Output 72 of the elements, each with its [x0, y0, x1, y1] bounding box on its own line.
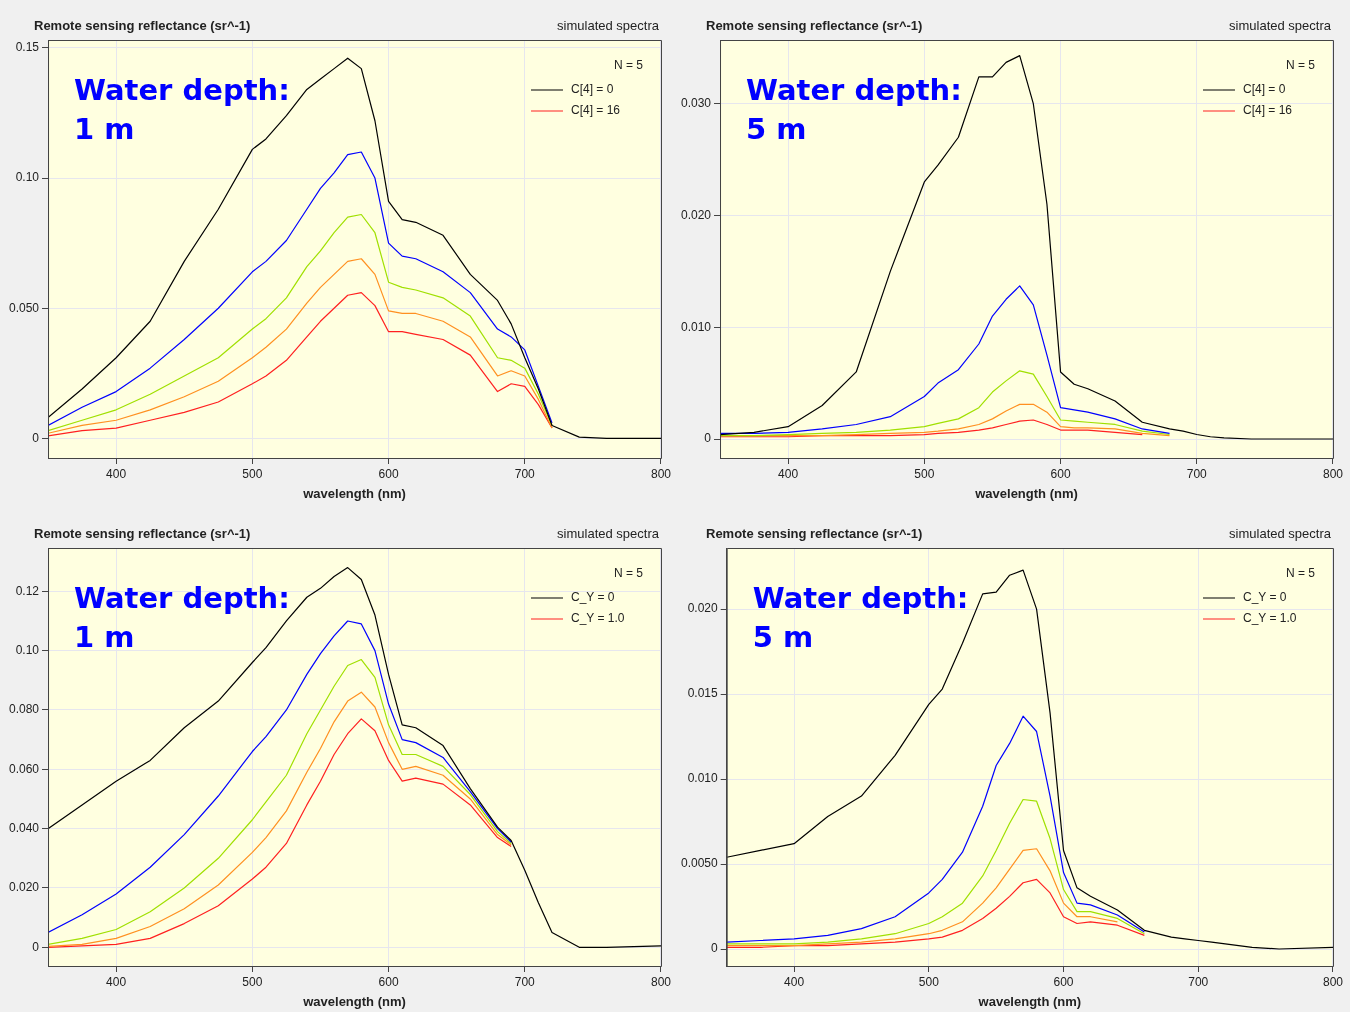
x-tick-label: 400: [106, 974, 127, 989]
x-tick-label: 800: [1322, 466, 1344, 481]
x-tick-label: 600: [1053, 974, 1074, 989]
x-tick-label: 600: [378, 974, 399, 989]
x-tick-label: 700: [1186, 466, 1208, 481]
x-tick-label: 600: [378, 466, 399, 481]
x-axis-title: wavelength (nm): [977, 993, 1082, 1009]
chart-subtitle: simulated spectra: [557, 525, 660, 541]
y-tick-label: 0.10: [15, 642, 40, 657]
y-tick-label: 0.060: [9, 761, 40, 776]
legend-label: C[4] = 0: [570, 82, 614, 97]
y-tick-label: 0.030: [681, 96, 712, 111]
legend-label: C_Y = 0: [570, 590, 615, 605]
chart-title: Remote sensing reflectance (sr^-1): [706, 17, 923, 33]
y-tick-label: 0.020: [687, 601, 719, 616]
x-tick-label: 800: [650, 466, 672, 481]
y-tick-label: 0: [711, 941, 719, 956]
y-tick-label: 0.15: [15, 40, 40, 55]
x-tick-label: 500: [914, 466, 935, 481]
legend-title: N = 5: [1285, 58, 1316, 73]
annotation: Water depth:: [74, 580, 290, 615]
x-tick-label: 400: [106, 466, 127, 481]
x-tick-label: 800: [1322, 974, 1344, 989]
annotation: 5 m: [752, 619, 814, 654]
x-axis-title: wavelength (nm): [302, 485, 406, 501]
legend-label: C_Y = 1.0: [1242, 611, 1297, 626]
x-tick-label: 400: [784, 974, 805, 989]
y-tick-label: 0: [32, 430, 40, 445]
y-tick-label: 0.050: [9, 300, 40, 315]
x-tick-label: 800: [650, 974, 672, 989]
y-tick-label: 0.0050: [681, 856, 719, 871]
legend-title: N = 5: [1285, 566, 1316, 581]
x-tick-label: 700: [1188, 974, 1209, 989]
y-tick-label: 0.080: [9, 702, 40, 717]
y-tick-label: 0: [704, 431, 712, 446]
x-axis-title: wavelength (nm): [302, 993, 406, 1009]
x-tick-label: 700: [514, 974, 536, 989]
y-tick-label: 0.010: [681, 319, 712, 334]
legend-title: N = 5: [613, 566, 644, 581]
annotation: 1 m: [74, 111, 135, 146]
y-tick-label: 0.010: [687, 771, 719, 786]
y-tick-label: 0.12: [15, 583, 40, 598]
chart-title: Remote sensing reflectance (sr^-1): [34, 525, 251, 541]
annotation: 1 m: [74, 619, 135, 654]
y-tick-label: 0.020: [9, 880, 40, 895]
annotation: 5 m: [746, 111, 807, 146]
chart-subtitle: simulated spectra: [1229, 17, 1332, 33]
annotation: Water depth:: [752, 580, 969, 615]
y-tick-label: 0.020: [681, 207, 712, 222]
chart-subtitle: simulated spectra: [557, 17, 660, 33]
x-tick-label: 700: [514, 466, 536, 481]
x-tick-label: 500: [242, 466, 263, 481]
y-tick-label: 0.040: [9, 820, 40, 835]
chart-title: Remote sensing reflectance (sr^-1): [706, 525, 923, 541]
y-tick-label: 0: [32, 939, 40, 954]
x-axis-title: wavelength (nm): [974, 485, 1078, 501]
annotation: Water depth:: [74, 72, 290, 107]
y-tick-label: 0.015: [687, 686, 719, 701]
chart-subtitle: simulated spectra: [1229, 525, 1332, 541]
x-tick-label: 500: [918, 974, 940, 989]
chart-title: Remote sensing reflectance (sr^-1): [34, 17, 251, 33]
legend-label: C[4] = 16: [570, 103, 621, 118]
legend-label: C[4] = 16: [1242, 103, 1293, 118]
x-tick-label: 400: [778, 466, 799, 481]
x-tick-label: 500: [242, 974, 263, 989]
x-tick-label: 600: [1050, 466, 1071, 481]
legend-title: N = 5: [613, 58, 644, 73]
legend-label: C_Y = 1.0: [570, 611, 625, 626]
annotation: Water depth:: [746, 72, 962, 107]
y-tick-label: 0.10: [15, 170, 40, 185]
legend-label: C[4] = 0: [1242, 82, 1286, 97]
legend-label: C_Y = 0: [1242, 590, 1287, 605]
